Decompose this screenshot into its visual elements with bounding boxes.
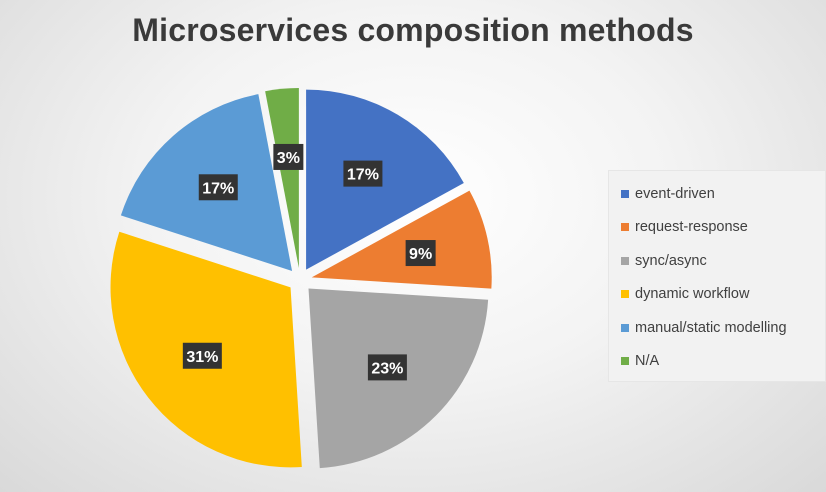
legend-label: N/A xyxy=(635,353,660,370)
pie-slice-request-response xyxy=(311,190,492,289)
legend-label: dynamic workflow xyxy=(635,286,750,303)
legend-swatch xyxy=(621,189,629,198)
legend-item-manual-static-modelling: manual/static modelling xyxy=(621,311,825,345)
legend-label: manual/static modelling xyxy=(635,319,787,336)
svg-text:31%: 31% xyxy=(186,349,218,366)
pie-slice-event-driven xyxy=(306,89,464,270)
legend-swatch xyxy=(621,256,629,265)
chart-title: Microservices composition methods xyxy=(132,12,694,48)
svg-text:3%: 3% xyxy=(277,150,300,167)
data-label-event-driven: 17% xyxy=(343,160,383,187)
pie-slice-n-a xyxy=(265,88,299,269)
svg-text:23%: 23% xyxy=(371,360,403,377)
legend-item-event-driven: event-driven xyxy=(621,177,825,211)
legend-item-n-a: N/A xyxy=(621,345,825,379)
data-label-sync-async: 23% xyxy=(367,354,407,381)
data-label-n-a: 3% xyxy=(273,143,304,170)
legend-item-sync-async: sync/async xyxy=(621,244,825,278)
legend-swatch xyxy=(621,290,629,299)
svg-text:17%: 17% xyxy=(347,167,379,184)
legend-swatch xyxy=(621,223,629,232)
legend-swatch xyxy=(621,357,629,366)
data-label-manual-static-modelling: 17% xyxy=(198,174,238,201)
legend-label: event-driven xyxy=(635,185,715,202)
legend-swatch xyxy=(621,323,629,332)
data-label-request-response: 9% xyxy=(405,240,436,267)
legend-item-request-response: request-response xyxy=(621,211,825,245)
legend: event-driven request-response sync/async dy… xyxy=(608,170,826,382)
legend-label: request-response xyxy=(635,219,748,236)
svg-text:17%: 17% xyxy=(202,180,234,197)
legend-label: sync/async xyxy=(635,252,707,269)
legend-item-dynamic-workflow: dynamic workflow xyxy=(621,278,825,312)
data-label-dynamic-workflow: 31% xyxy=(182,342,222,369)
svg-text:9%: 9% xyxy=(409,246,432,263)
